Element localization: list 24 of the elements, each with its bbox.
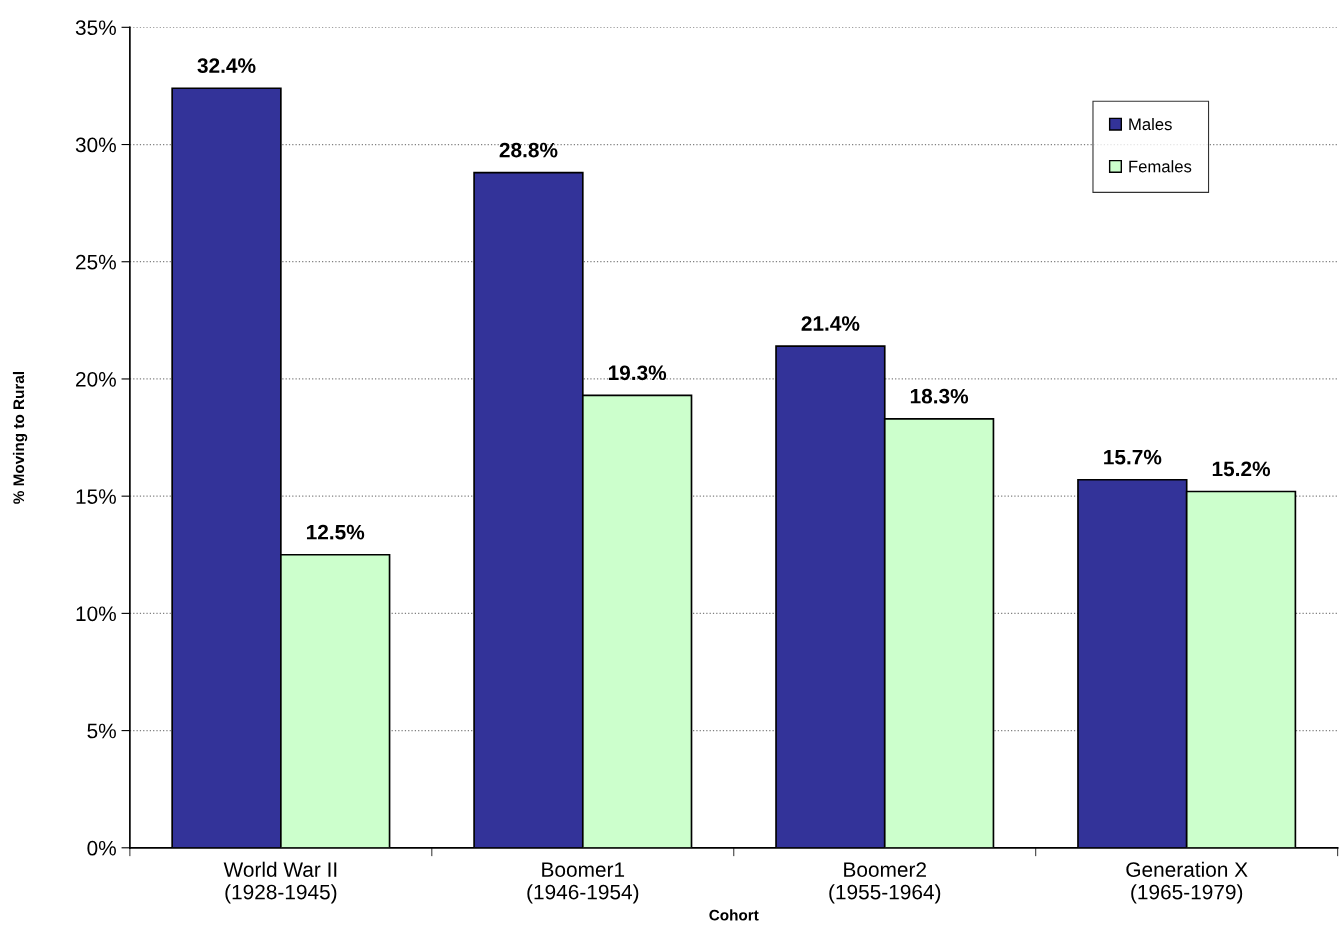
data-label: 15.7% — [1104, 449, 1162, 465]
data-label: 15.2% — [1212, 461, 1271, 477]
legend-label: Males — [1129, 117, 1172, 131]
y-tick-label: 35% — [75, 20, 116, 36]
y-tick-label: 0% — [87, 840, 116, 856]
x-axis-title: Cohort — [709, 909, 759, 921]
data-label: 12.5% — [306, 524, 365, 540]
data-label: 28.8% — [499, 142, 558, 158]
data-label: 19.3% — [608, 365, 667, 381]
x-tick-label: World War II (1928-1945) — [223, 861, 337, 904]
y-tick-label: 15% — [76, 489, 116, 504]
data-label: 18.3% — [910, 388, 969, 404]
y-tick-label: 30% — [75, 137, 116, 153]
data-label: 21.4% — [801, 316, 860, 331]
y-tick-label: 10% — [76, 606, 116, 622]
y-axis-title: % Moving to Rural — [12, 372, 28, 504]
y-tick-label: 5% — [87, 723, 116, 739]
x-tick-label: Boomer1 (1946-1954) — [527, 862, 639, 904]
y-tick-label: 20% — [76, 371, 116, 387]
x-tick-label: Generation X (1965-1979) — [1126, 861, 1248, 904]
data-label: 32.4% — [197, 58, 256, 74]
x-tick-label: Boomer2 (1955-1964) — [829, 862, 941, 904]
y-tick-label: 25% — [76, 254, 116, 270]
legend-label: Females — [1129, 160, 1192, 173]
